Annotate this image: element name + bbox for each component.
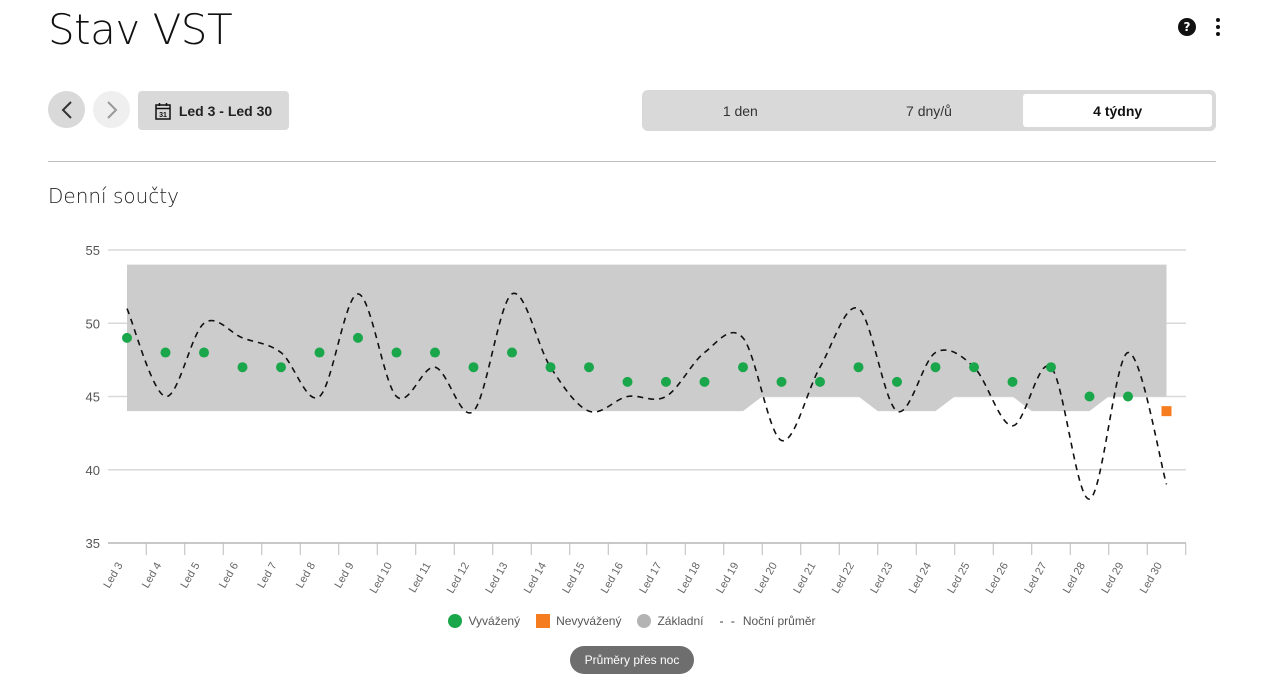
header-actions: ?	[1178, 18, 1224, 36]
legend-unbalanced-label: Nevyvážený	[556, 614, 622, 628]
divider	[48, 161, 1216, 162]
page-title: Stav VST	[48, 5, 233, 54]
daily-totals-chart: 35 40 45 50 55 Led 3 Led 4 Led 5 Led 6 Led 7 Led 8…	[86, 243, 1187, 596]
balanced-point	[853, 362, 864, 373]
balanced-point	[122, 332, 132, 343]
legend-balanced-label: Vyvážený	[468, 614, 521, 628]
legend-night-average[interactable]: - - Noční průměr	[719, 614, 815, 628]
calendar-icon: 31	[155, 102, 171, 120]
green-circle-icon	[448, 614, 463, 628]
x-tick-label: Led 30	[1138, 561, 1165, 596]
previous-period-button[interactable]	[48, 91, 85, 128]
chevron-right-icon	[106, 100, 117, 119]
balanced-point	[468, 362, 479, 373]
y-tick-label: 45	[86, 390, 100, 405]
legend-balanced[interactable]: Vyvážený	[448, 614, 520, 628]
x-tick-label: Led 24	[907, 561, 934, 596]
x-tick-label: Led 10	[368, 561, 395, 596]
period-1-day[interactable]: 1 den	[722, 102, 758, 119]
x-tick-label: Led 28	[1061, 561, 1088, 596]
period-7-days[interactable]: 7 dny/ů	[906, 102, 952, 119]
balanced-point	[160, 347, 171, 358]
x-tick-label: Led 12	[445, 561, 472, 596]
balanced-point	[314, 347, 325, 358]
balanced-point	[776, 376, 787, 387]
balanced-point	[1007, 376, 1018, 387]
balanced-point	[930, 362, 941, 373]
balanced-point	[892, 376, 902, 387]
night-average-line	[126, 292, 1168, 500]
balanced-point	[391, 347, 402, 358]
date-range-button[interactable]: 31 Led 3 - Led 30	[138, 91, 289, 130]
legend-unbalanced[interactable]: Nevyvážený	[536, 614, 621, 628]
balanced-point	[545, 362, 556, 373]
balanced-point	[969, 362, 979, 373]
balanced-point	[1123, 391, 1133, 402]
balanced-point	[815, 376, 825, 387]
balanced-point	[430, 347, 440, 358]
balanced-point	[584, 362, 594, 373]
overnight-averages-button[interactable]: Průměry přes noc	[570, 646, 694, 674]
x-tick-label: Led 23	[868, 561, 895, 596]
x-tick-label: Led 20	[753, 561, 780, 596]
more-vertical-icon[interactable]	[1212, 18, 1224, 36]
x-tick-label: Led 29	[1099, 561, 1126, 596]
legend-night-average-label: Noční průměr	[742, 614, 816, 628]
legend-baseline-label: Základní	[657, 614, 704, 628]
balanced-point	[738, 362, 748, 373]
period-selector: 1 den 7 dny/ů 4 týdny	[642, 90, 1216, 131]
x-tick-label: Led 11	[407, 561, 434, 595]
x-tick-label: Led 25	[945, 561, 972, 596]
balanced-point	[237, 362, 248, 373]
x-tick-label: Led 18	[676, 561, 703, 596]
x-tick-label: Led 17	[637, 561, 664, 596]
x-tick-label: Led 15	[560, 561, 587, 596]
balanced-point	[661, 376, 671, 387]
calendar-day: 31	[159, 112, 167, 119]
balanced-point	[622, 376, 633, 387]
x-tick-label: Led 21	[791, 561, 818, 596]
y-tick-label: 50	[86, 316, 100, 331]
x-tick-label: Led 9	[332, 561, 356, 591]
x-tick-label: Led 19	[714, 561, 741, 596]
balanced-point	[276, 362, 286, 373]
legend-baseline[interactable]: Základní	[637, 614, 703, 628]
balanced-point	[1046, 362, 1056, 373]
y-tick-label: 35	[86, 536, 100, 551]
x-tick-label: Led 3	[101, 561, 125, 591]
question-circle-icon[interactable]: ?	[1178, 18, 1196, 36]
x-tick-label: Led 5	[178, 561, 202, 591]
balanced-point	[507, 347, 517, 358]
chevron-left-icon	[61, 100, 72, 119]
dashed-line-icon: - -	[719, 614, 737, 628]
unbalanced-point	[1161, 406, 1172, 417]
date-range-label: Led 3 - Led 30	[178, 102, 273, 119]
x-tick-label: Led 22	[830, 561, 857, 596]
orange-square-icon	[536, 614, 551, 628]
x-tick-label: Led 6	[217, 561, 241, 591]
section-title: Denní součty	[48, 184, 179, 208]
y-tick-label: 55	[86, 243, 100, 258]
balanced-point	[1084, 391, 1095, 402]
x-tick-label: Led 8	[294, 561, 318, 591]
balanced-point	[353, 332, 363, 343]
balanced-point	[699, 376, 710, 387]
x-tick-label: Led 7	[255, 561, 279, 591]
x-tick-label: Led 27	[1022, 561, 1049, 596]
next-period-button[interactable]	[93, 91, 130, 128]
balanced-point	[199, 347, 209, 358]
period-4-weeks[interactable]: 4 týdny	[1023, 94, 1213, 127]
baseline-band	[127, 264, 1167, 412]
y-tick-label: 40	[86, 463, 100, 478]
chart-legend: Vyvážený Nevyvážený Základní - - Noční p…	[0, 614, 1264, 628]
x-tick-label: Led 13	[483, 561, 510, 596]
x-tick-label: Led 14	[522, 561, 549, 596]
gray-circle-icon	[637, 614, 652, 628]
x-tick-label: Led 16	[599, 561, 626, 596]
x-tick-label: Led 26	[984, 561, 1011, 596]
x-tick-label: Led 4	[140, 561, 164, 591]
